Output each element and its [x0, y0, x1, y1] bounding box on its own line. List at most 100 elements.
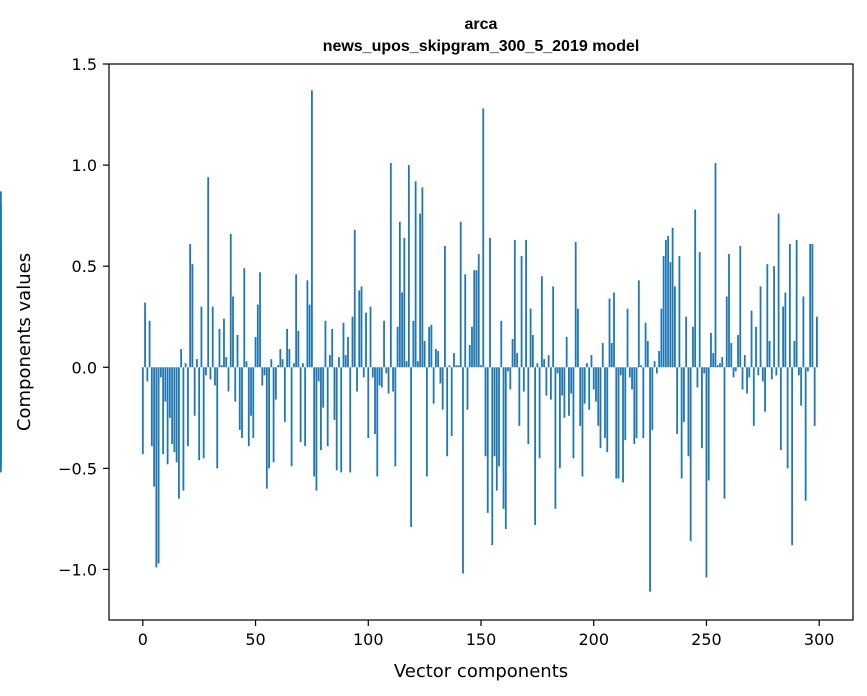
- bar-component-233: [667, 235, 670, 368]
- bar-component-218: [633, 367, 636, 445]
- bar-component-36: [223, 318, 225, 368]
- bar-component-197: [586, 363, 588, 368]
- bar-component-93: [351, 316, 354, 368]
- bar-component-14: [173, 367, 176, 453]
- bar-component-67: [292, 363, 295, 368]
- bar-component-148: [475, 270, 478, 368]
- bar-component-38: [227, 367, 230, 392]
- x-tick-label: 0: [138, 630, 148, 649]
- bar-component-133: [441, 367, 444, 410]
- bar-component-113: [396, 326, 399, 368]
- bar-component-298: [813, 367, 816, 426]
- bar-component-237: [676, 367, 679, 434]
- bar-component-247: [698, 252, 701, 368]
- bar-component-196: [583, 367, 586, 404]
- bar-component-219: [635, 367, 638, 439]
- bar-component-134: [444, 245, 446, 368]
- bar-component-249: [703, 367, 706, 374]
- x-tick-label: 250: [691, 630, 722, 649]
- bar-component-177: [540, 276, 543, 368]
- bar-component-164: [511, 338, 514, 368]
- y-axis-label: Components values: [14, 253, 35, 431]
- bar-component-269: [748, 367, 751, 378]
- bar-component-248: [701, 367, 703, 449]
- bar-component-168: [520, 256, 523, 368]
- y-tick-label: 1.0: [72, 156, 97, 175]
- bar-component-33: [216, 367, 219, 469]
- bar-component-95: [356, 367, 358, 392]
- bar-component-6: [155, 367, 158, 568]
- bar-component-274: [759, 286, 762, 368]
- bar-component-139: [455, 365, 458, 368]
- bar-component-129: [432, 367, 435, 404]
- bar-component-210: [615, 367, 618, 479]
- bar-component-256: [719, 363, 721, 368]
- bar-component-260: [728, 254, 730, 368]
- bar-component-91: [347, 336, 349, 368]
- bar-component-186: [561, 367, 564, 396]
- bar-component-27: [202, 367, 205, 459]
- bar-component-157: [495, 367, 498, 491]
- bar-component-162: [507, 367, 509, 372]
- bar-component-undefined: [0, 304, 2, 368]
- bar-component-100: [367, 367, 370, 439]
- bar-component-57: [270, 359, 273, 368]
- bar-component-130: [435, 349, 437, 368]
- bar-component-231: [662, 256, 665, 368]
- bar-component-63: [283, 367, 286, 422]
- bar-component-299: [816, 316, 818, 368]
- bar-component-191: [572, 367, 575, 459]
- bar-component-107: [383, 320, 385, 368]
- bar-component-149: [477, 254, 480, 368]
- bar-component-267: [743, 355, 746, 368]
- bar-component-53: [261, 367, 264, 386]
- bar-component-2: [146, 367, 149, 382]
- bar-component-232: [664, 239, 667, 368]
- bar-component-160: [502, 367, 505, 509]
- bar-component-226: [651, 367, 654, 430]
- bar-component-180: [547, 355, 550, 368]
- bar-component-161: [504, 367, 507, 530]
- bar-component-11: [166, 367, 169, 465]
- bar-component-204: [601, 343, 604, 368]
- y-tick-label: 1.5: [72, 55, 97, 74]
- bar-component-288: [791, 367, 794, 546]
- bar-component-8: [159, 367, 162, 378]
- bar-component-77: [315, 367, 318, 491]
- bar-component-105: [378, 367, 381, 386]
- bar-component-152: [484, 367, 487, 457]
- bar-component-213: [622, 367, 624, 483]
- bar-component-135: [446, 367, 449, 457]
- bar-component-289: [793, 340, 796, 368]
- bar-component-201: [595, 367, 597, 402]
- bar-component-30: [209, 367, 212, 380]
- bar-component-217: [631, 367, 633, 390]
- bar-component-171: [527, 367, 530, 445]
- bar-component-10: [164, 367, 167, 402]
- bar-component-9: [162, 367, 165, 455]
- bar-component-37: [225, 357, 228, 368]
- bar-component-42: [236, 334, 239, 368]
- bar-component-122: [416, 361, 419, 368]
- bar-component-156: [493, 367, 496, 457]
- bar-component-64: [286, 328, 289, 368]
- bar-component-0: [141, 367, 144, 455]
- bar-component-69: [297, 330, 300, 368]
- bar-component-1: [144, 302, 146, 368]
- bar-component-84: [331, 328, 334, 368]
- bar-component-179: [545, 367, 548, 396]
- bar-component-254: [714, 163, 717, 368]
- bar-component-89: [342, 322, 345, 368]
- bar-component-296: [809, 243, 812, 368]
- bar-component-138: [453, 353, 455, 368]
- bar-component-127: [428, 326, 431, 368]
- bar-component-74: [308, 304, 311, 368]
- bar-component-222: [642, 367, 645, 439]
- bar-component-257: [721, 357, 724, 368]
- bar-component-115: [401, 292, 403, 368]
- bar-component-28: [205, 367, 207, 376]
- bar-component-158: [498, 367, 500, 467]
- bar-component-151: [482, 108, 485, 368]
- bar-component-167: [518, 367, 521, 426]
- bar-component-220: [637, 280, 640, 368]
